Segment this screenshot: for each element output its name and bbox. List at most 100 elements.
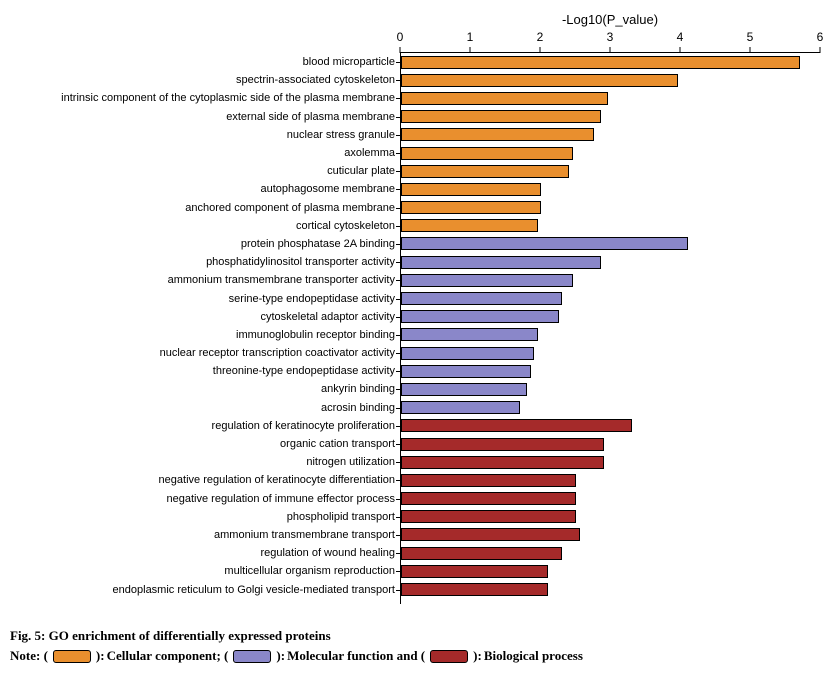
bar bbox=[401, 510, 576, 523]
bar bbox=[401, 74, 678, 87]
bar-row: acrosin binding bbox=[401, 399, 820, 417]
bar bbox=[401, 147, 573, 160]
bar bbox=[401, 237, 688, 250]
bar-label: axolemma bbox=[344, 147, 401, 159]
bar-label: external side of plasma membrane bbox=[226, 111, 401, 123]
bar-row: nuclear stress granule bbox=[401, 126, 820, 144]
bar bbox=[401, 165, 569, 178]
legend-swatch bbox=[53, 650, 91, 663]
bar-row: protein phosphatase 2A binding bbox=[401, 235, 820, 253]
bar bbox=[401, 292, 562, 305]
bar-row: negative regulation of immune effector p… bbox=[401, 490, 820, 508]
bar bbox=[401, 547, 562, 560]
x-tick-label: 3 bbox=[607, 30, 614, 44]
bar-label: protein phosphatase 2A binding bbox=[241, 238, 401, 250]
bar-label: nuclear receptor transcription coactivat… bbox=[160, 347, 401, 359]
x-tick-label: 4 bbox=[677, 30, 684, 44]
bar bbox=[401, 328, 538, 341]
x-tick-label: 6 bbox=[817, 30, 824, 44]
bar-label: cortical cytoskeleton bbox=[296, 220, 401, 232]
bar-row: regulation of keratinocyte proliferation bbox=[401, 417, 820, 435]
bar-row: serine-type endopeptidase activity bbox=[401, 289, 820, 307]
bar bbox=[401, 274, 573, 287]
legend-sep: ): bbox=[473, 648, 482, 664]
bar-row: negative regulation of keratinocyte diff… bbox=[401, 471, 820, 489]
legend-prefix: Note: ( bbox=[10, 648, 48, 664]
bar-row: autophagosome membrane bbox=[401, 180, 820, 198]
bar-label: phospholipid transport bbox=[287, 511, 401, 523]
bar bbox=[401, 528, 580, 541]
bar-label: cytoskeletal adaptor activity bbox=[260, 311, 401, 323]
bar bbox=[401, 56, 800, 69]
x-tick-label: 1 bbox=[467, 30, 474, 44]
legend-swatch bbox=[233, 650, 271, 663]
bar bbox=[401, 456, 604, 469]
bar-row: external side of plasma membrane bbox=[401, 108, 820, 126]
bar bbox=[401, 110, 601, 123]
bar bbox=[401, 347, 534, 360]
bar-label: autophagosome membrane bbox=[260, 183, 401, 195]
bar-row: axolemma bbox=[401, 144, 820, 162]
bar bbox=[401, 383, 527, 396]
x-tick-label: 2 bbox=[537, 30, 544, 44]
bar-label: ammonium transmembrane transport bbox=[214, 529, 401, 541]
bar bbox=[401, 201, 541, 214]
bar-label: immunoglobulin receptor binding bbox=[236, 329, 401, 341]
bar-label: regulation of wound healing bbox=[260, 547, 401, 559]
bar-label: acrosin binding bbox=[321, 402, 401, 414]
bar bbox=[401, 310, 559, 323]
bar-row: phosphatidylinositol transporter activit… bbox=[401, 253, 820, 271]
legend-sep: ): bbox=[96, 648, 105, 664]
bar-row: ankyrin binding bbox=[401, 380, 820, 398]
bar-label: nuclear stress granule bbox=[287, 129, 401, 141]
x-tick-label: 0 bbox=[397, 30, 404, 44]
bar bbox=[401, 492, 576, 505]
bar-label: intrinsic component of the cytoplasmic s… bbox=[61, 92, 401, 104]
legend-swatch bbox=[430, 650, 468, 663]
bar bbox=[401, 128, 594, 141]
bar-row: regulation of wound healing bbox=[401, 544, 820, 562]
plot-area: blood microparticlespectrin-associated c… bbox=[400, 52, 820, 604]
bar-label: nitrogen utilization bbox=[306, 456, 401, 468]
bar-row: blood microparticle bbox=[401, 53, 820, 71]
bar bbox=[401, 219, 538, 232]
bar bbox=[401, 474, 576, 487]
bar-row: cuticular plate bbox=[401, 162, 820, 180]
bar bbox=[401, 256, 601, 269]
bar-row: nitrogen utilization bbox=[401, 453, 820, 471]
go-enrichment-chart: -Log10(P_value) 0 1 2 3 4 5 6 blood microparti… bbox=[10, 10, 830, 620]
legend: Note: (): Cellular component; (): Molecu… bbox=[10, 648, 829, 664]
legend-text: Cellular component; ( bbox=[107, 648, 229, 664]
bar-row: ammonium transmembrane transport bbox=[401, 526, 820, 544]
bar-label: ammonium transmembrane transporter activ… bbox=[168, 274, 401, 286]
bar bbox=[401, 565, 548, 578]
x-tick-label: 5 bbox=[747, 30, 754, 44]
bar bbox=[401, 92, 608, 105]
bar-row: threonine-type endopeptidase activity bbox=[401, 362, 820, 380]
x-axis-title: -Log10(P_value) bbox=[400, 12, 820, 27]
bar-row: cytoskeletal adaptor activity bbox=[401, 308, 820, 326]
bar-row: intrinsic component of the cytoplasmic s… bbox=[401, 89, 820, 107]
bar-row: nuclear receptor transcription coactivat… bbox=[401, 344, 820, 362]
bar-row: immunoglobulin receptor binding bbox=[401, 326, 820, 344]
bar bbox=[401, 419, 632, 432]
bar bbox=[401, 401, 520, 414]
bar-label: spectrin-associated cytoskeleton bbox=[236, 74, 401, 86]
figure-caption: Fig. 5: GO enrichment of differentially … bbox=[10, 628, 829, 644]
bar bbox=[401, 183, 541, 196]
bar-row: phospholipid transport bbox=[401, 508, 820, 526]
bar-label: negative regulation of keratinocyte diff… bbox=[159, 474, 401, 486]
bar-label: organic cation transport bbox=[280, 438, 401, 450]
bar-label: ankyrin binding bbox=[321, 383, 401, 395]
bar bbox=[401, 365, 531, 378]
bar-label: blood microparticle bbox=[303, 56, 401, 68]
bar-label: multicellular organism reproduction bbox=[224, 565, 401, 577]
bar-row: ammonium transmembrane transporter activ… bbox=[401, 271, 820, 289]
bar-label: serine-type endopeptidase activity bbox=[229, 293, 401, 305]
bar-row: multicellular organism reproduction bbox=[401, 562, 820, 580]
bar-row: organic cation transport bbox=[401, 435, 820, 453]
bar-label: regulation of keratinocyte proliferation bbox=[212, 420, 401, 432]
legend-text: Molecular function and ( bbox=[287, 648, 425, 664]
x-axis-ticks: 0123456 bbox=[400, 30, 820, 48]
legend-sep: ): bbox=[276, 648, 285, 664]
